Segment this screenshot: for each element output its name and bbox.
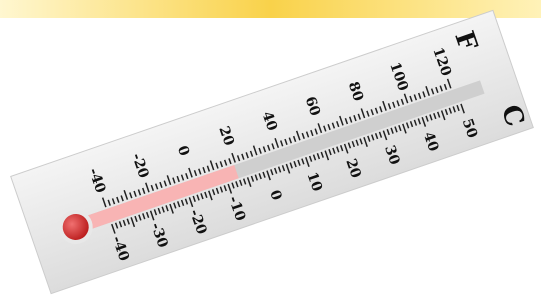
top-banner: [0, 0, 541, 18]
thermometer: F C -40-20020406080100120-40-30-20-10010…: [11, 10, 534, 293]
scene: F C -40-20020406080100120-40-30-20-10010…: [0, 0, 541, 303]
